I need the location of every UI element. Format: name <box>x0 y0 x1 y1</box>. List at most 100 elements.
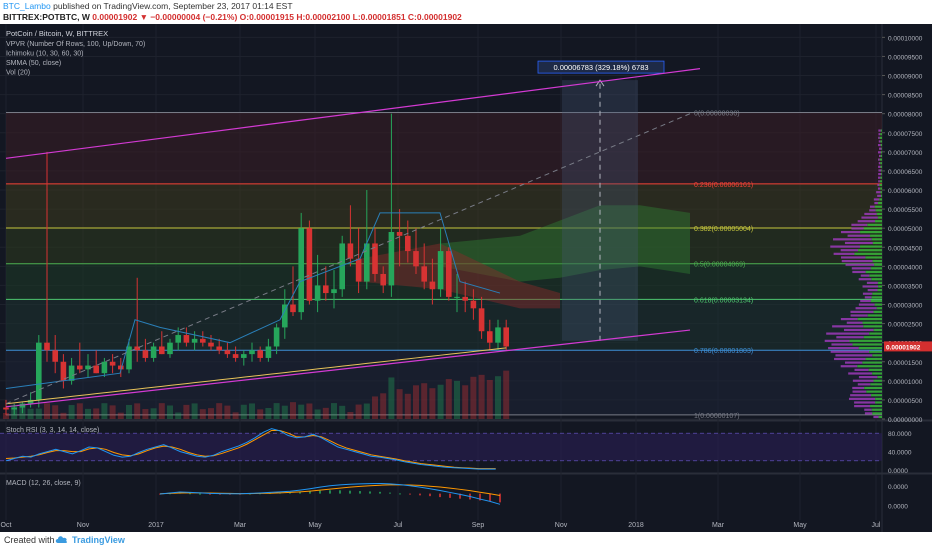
stoch-d-line <box>5 429 496 470</box>
stoch-k-line <box>5 428 496 470</box>
vpvr-bar-up <box>879 158 882 161</box>
candle-body <box>241 354 247 358</box>
vpvr-bar-up <box>875 401 882 404</box>
candle-body <box>339 243 345 290</box>
vpvr-bar-up <box>865 270 882 274</box>
vpvr-bar-down <box>874 201 878 205</box>
vpvr-bar-down <box>858 303 875 306</box>
vpvr-bar-down <box>840 256 866 259</box>
vpvr-bar-up <box>880 143 882 147</box>
macd-histogram-bar <box>439 493 441 498</box>
candle-body <box>216 346 222 351</box>
vpvr-bar-down <box>877 151 881 154</box>
vpvr-bar-down <box>864 412 873 415</box>
last-price: 0.00001902 <box>92 12 138 22</box>
vpvr-bar-up <box>873 310 882 313</box>
vpvr-bar-up <box>868 368 882 371</box>
candle-body <box>85 365 91 370</box>
volume-bar <box>273 403 280 419</box>
chart-canvas[interactable]: 0.00010000 0.00009500 0.00009000 0.00008500… <box>0 24 932 532</box>
time-tick-label: 2017 <box>148 522 164 529</box>
volume-bar <box>306 403 313 419</box>
ichimoku-base-line <box>5 212 501 389</box>
vpvr-bar-down <box>836 336 864 339</box>
volume-bar <box>134 403 141 419</box>
time-tick-label: Nov <box>555 522 568 529</box>
vpvr-bar-down <box>857 220 875 223</box>
macd-tick-label: 0.0000 <box>888 503 908 510</box>
vpvr-bar-down <box>864 408 872 411</box>
candle-body <box>19 403 26 408</box>
volume-bar <box>355 404 362 419</box>
candle-body <box>405 235 411 252</box>
vpvr-bar-up <box>849 339 882 342</box>
price-axis-panel <box>882 24 932 532</box>
vpvr-bar-down <box>878 176 881 179</box>
candle-body <box>306 228 313 301</box>
ohlc-values: O:0.00001915 H:0.00002100 L:0.00001851 C… <box>239 12 462 22</box>
candle-body <box>364 243 370 282</box>
volume-bar <box>232 412 239 419</box>
vpvr-bar-up <box>880 194 882 197</box>
author-link[interactable]: BTC_Lambo <box>3 1 51 11</box>
volume-bar <box>191 403 198 419</box>
vpvr-bar-down <box>834 357 866 361</box>
volume-bar <box>503 370 510 419</box>
vpvr-bar-up <box>867 223 882 226</box>
candle-body <box>421 266 427 282</box>
candle-body <box>282 304 288 328</box>
macd-label: MACD (12, 26, close, 9) <box>6 480 81 487</box>
symbol-label: BITTREX:POTBTC, W <box>3 12 90 22</box>
price-tick-label: 0.00004500 <box>888 245 923 252</box>
candle-body <box>470 300 477 309</box>
vpvr-bar-up <box>870 267 882 270</box>
candle-body <box>36 342 42 400</box>
vpvr-bar-up <box>880 140 882 143</box>
vpvr-bar-up <box>878 415 882 419</box>
volume-bar <box>462 385 469 419</box>
vpvr-bar-up <box>872 259 882 263</box>
vpvr-bar-up <box>880 165 882 168</box>
vpvr-bar-down <box>840 365 858 368</box>
macd-histogram-bar <box>359 491 361 494</box>
volume-bar <box>93 408 100 419</box>
macd-histogram-bar <box>399 493 401 495</box>
created-with-text: Created with <box>4 535 55 545</box>
vpvr-bar-down <box>878 158 880 161</box>
vpvr-bar-down <box>877 183 880 187</box>
vpvr-bar-up <box>862 361 882 364</box>
volume-bar <box>322 407 329 419</box>
candle-body <box>159 346 165 355</box>
fib-zone <box>6 263 882 300</box>
vpvr-bar-down <box>852 379 874 382</box>
volume-bar <box>35 408 42 419</box>
fib-level-label: 0.236(0.00006161) <box>694 182 753 189</box>
macd-histogram-bar <box>389 492 391 494</box>
vpvr-bar-down <box>858 278 872 281</box>
candle-body <box>249 350 255 355</box>
vpvr-bar-down <box>840 230 861 234</box>
candle-body <box>413 251 419 267</box>
volume-bar <box>396 389 403 419</box>
price-tick-label: 0.00005000 <box>888 226 923 233</box>
time-tick-label: May <box>308 522 322 529</box>
publish-line: BTC_Lambo published on TradingView.com, … <box>3 1 293 11</box>
time-tick-label: Oct <box>1 522 12 529</box>
vpvr-bar-down <box>850 394 872 397</box>
fib-level-label: 1(0.00000107) <box>694 413 740 420</box>
vpvr-bar-down <box>852 390 867 393</box>
price-tick-label: 0.00009000 <box>888 74 923 81</box>
vpvr-bar-up <box>871 408 882 411</box>
time-tick-label: 2018 <box>628 522 644 529</box>
vpvr-bar-up <box>872 292 882 295</box>
vpvr-bar-up <box>877 201 882 205</box>
vpvr-bar-down <box>876 191 881 194</box>
vpvr-bar-up <box>870 234 882 237</box>
upper-trendline <box>5 68 701 159</box>
volume-bar <box>429 388 436 419</box>
volume-bar <box>224 405 231 419</box>
vpvr-bar-up <box>877 288 882 292</box>
vpvr-bar-down <box>832 325 864 328</box>
tradingview-brand[interactable]: TradingView <box>72 535 125 545</box>
vpvr-bar-down <box>873 415 879 419</box>
